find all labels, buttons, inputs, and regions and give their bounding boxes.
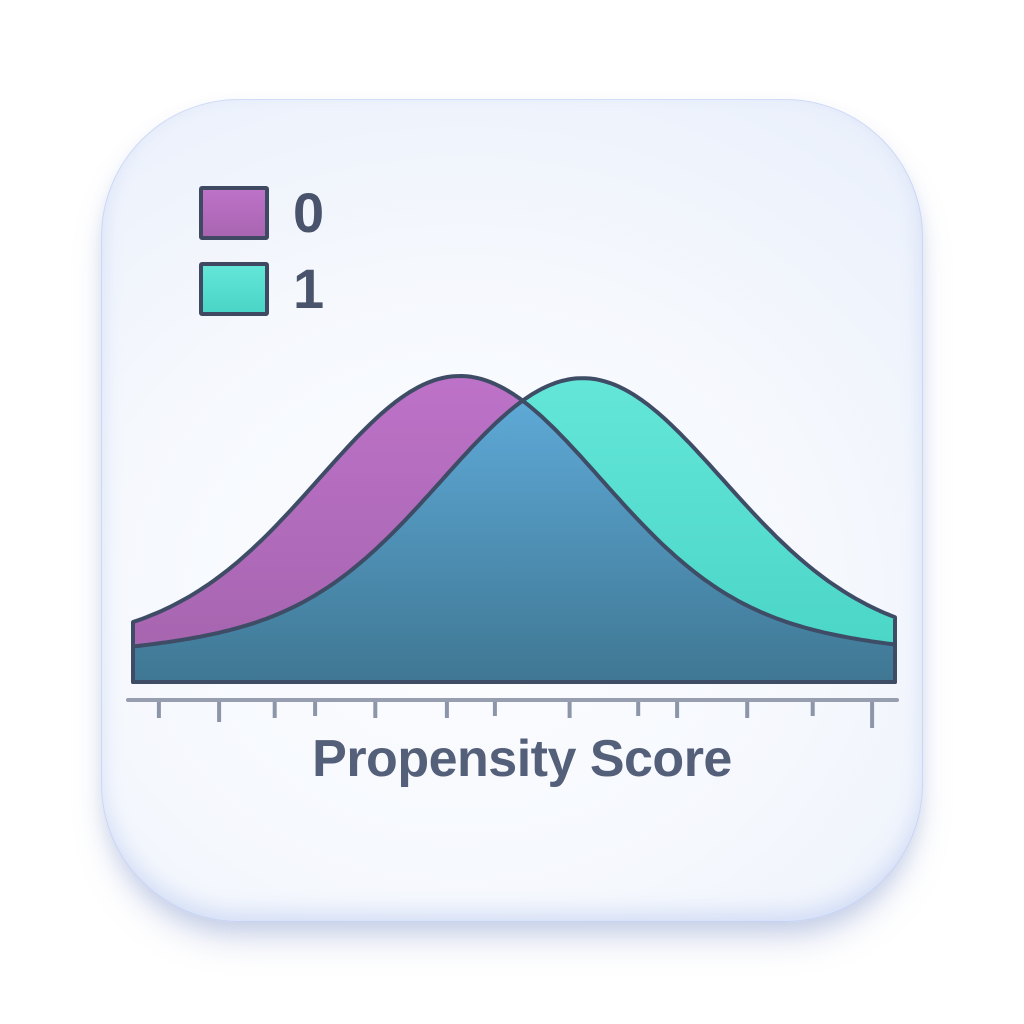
- x-axis-label: Propensity Score: [312, 730, 732, 788]
- legend: 0 1: [199, 181, 325, 320]
- legend-item-0: 0: [199, 181, 325, 244]
- legend-swatch-1: [199, 262, 269, 316]
- legend-label-1: 1: [293, 257, 325, 320]
- legend-item-1: 1: [199, 257, 325, 320]
- series-1-outline: [131, 376, 897, 684]
- legend-swatch-0: [199, 186, 269, 240]
- series-0-outline: [131, 374, 897, 684]
- legend-label-0: 0: [293, 181, 325, 244]
- overlap-area: [133, 401, 895, 682]
